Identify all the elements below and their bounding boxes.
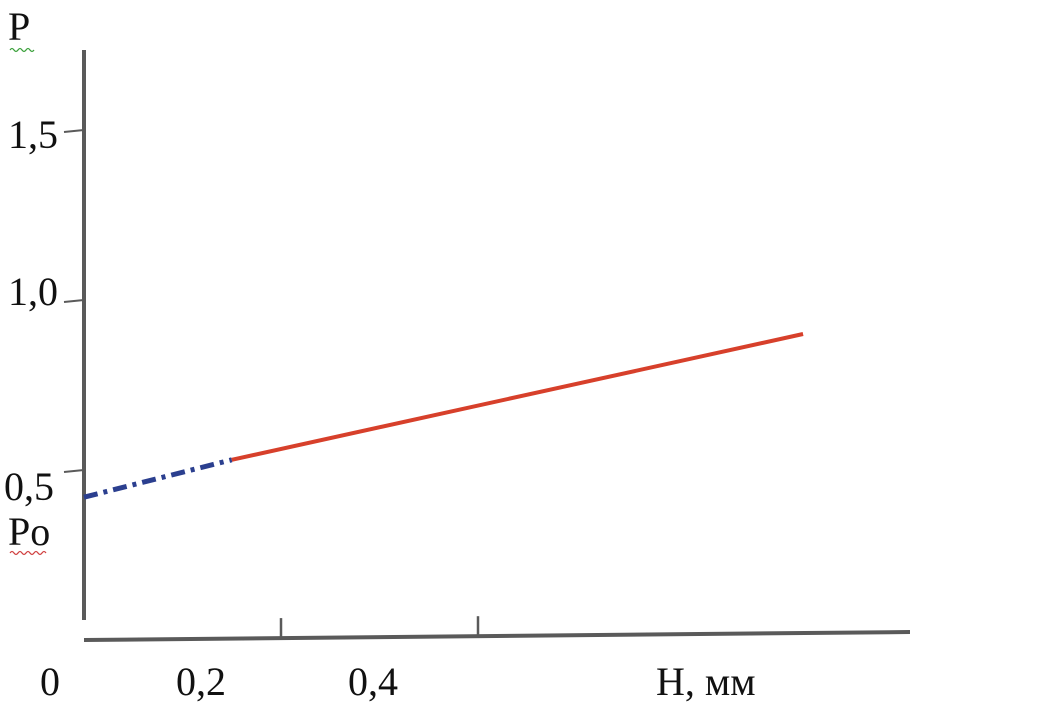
x-tick-label-1: 0,4 bbox=[348, 659, 398, 704]
x-tick-label-0: 0,2 bbox=[176, 659, 226, 704]
y-tick-label-0: 0,5 bbox=[4, 464, 54, 509]
annotation-po: Po bbox=[8, 509, 50, 554]
y-tick-mark bbox=[63, 299, 85, 303]
series-line-dash-dot bbox=[83, 457, 233, 500]
y-tick-label-1: 1,0 bbox=[8, 269, 58, 314]
spellcheck-underline bbox=[9, 47, 35, 53]
y-tick-mark bbox=[63, 469, 85, 473]
x-axis-label: H, мм bbox=[656, 659, 756, 704]
y-tick-mark bbox=[63, 129, 85, 133]
series-line-solid bbox=[231, 332, 804, 462]
origin-label: 0 bbox=[40, 659, 60, 704]
y-axis-label: P bbox=[8, 4, 30, 49]
y-tick-label-2: 1,5 bbox=[8, 112, 58, 157]
spellcheck-underline bbox=[9, 550, 47, 556]
x-axis bbox=[83, 630, 911, 642]
